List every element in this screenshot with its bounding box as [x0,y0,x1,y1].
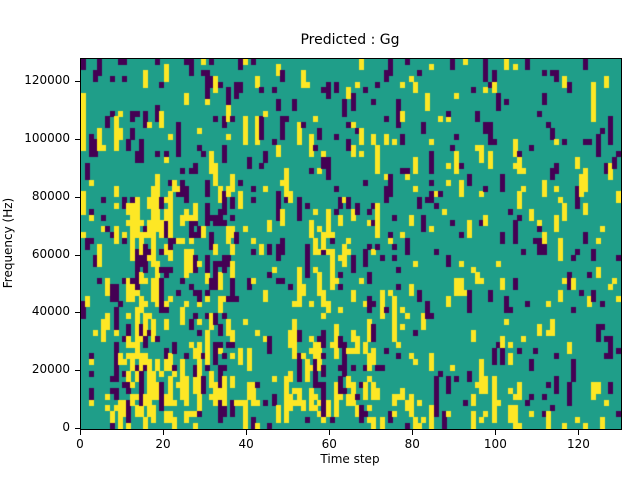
x-tick-mark [163,430,165,435]
y-tick-label: 120000 [24,73,70,88]
x-tick-label: 20 [155,437,171,451]
x-tick-mark [495,430,497,435]
chart-title: Predicted : Gg [300,32,400,48]
y-tick-mark [75,138,80,140]
x-tick-label: 60 [321,437,337,451]
x-tick-mark [246,430,248,435]
y-tick-label: 100000 [24,130,70,145]
x-axis-label: Time step [320,452,380,466]
heatmap-canvas [81,59,621,429]
x-tick-label: 80 [404,437,420,451]
x-tick-mark [412,430,414,435]
y-tick-mark [75,196,80,198]
x-tick-label: 40 [238,437,254,451]
plot-area [80,58,622,430]
y-axis-label: Frequency (Hz) [1,197,15,289]
y-tick-label: 80000 [31,188,70,203]
x-tick-label: 0 [76,437,84,451]
x-tick-mark [329,430,331,435]
x-tick-mark [80,430,81,435]
y-tick-label: 40000 [31,304,70,319]
y-tick-label: 0 [62,420,70,434]
y-tick-label: 60000 [31,246,70,261]
x-tick-label: 120 [567,437,590,451]
y-tick-mark [75,428,80,429]
y-tick-mark [75,81,80,83]
y-tick-mark [75,312,80,314]
x-tick-mark [578,430,580,435]
y-tick-label: 20000 [31,362,70,377]
y-tick-mark [75,370,80,372]
x-tick-label: 100 [483,437,507,451]
y-tick-mark [75,254,80,256]
